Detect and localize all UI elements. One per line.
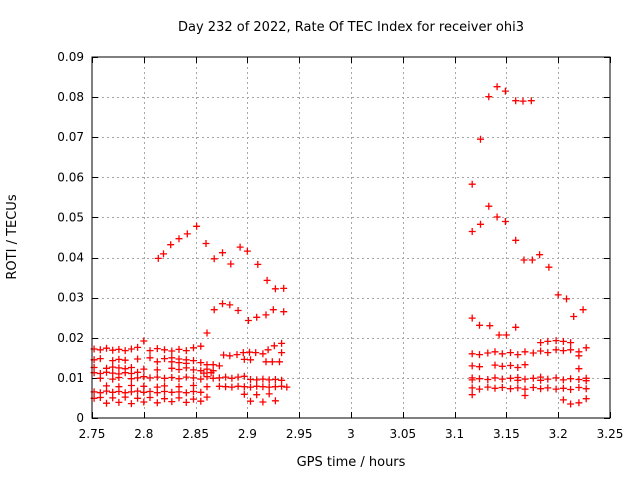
y-tick-label: 0.07 [57,130,84,144]
y-tick-label: 0.09 [57,50,84,64]
tick-labels: 2.75 2.8 2.85 2.9 2.95 3 3.05 3.1 3.15 3.2 3.25 0 0.… [57,50,623,441]
y-tick-label: 0.02 [57,331,84,345]
x-tick-label: 2.75 [79,427,106,441]
x-tick-label: 2.9 [238,427,257,441]
y-tick-label: 0.06 [57,170,84,184]
y-tick-label: 0.08 [57,90,84,104]
x-tick-label: 3.15 [493,427,520,441]
x-axis-label: GPS time / hours [297,455,406,470]
x-tick-label: 2.95 [286,427,313,441]
x-tick-label: 2.85 [182,427,209,441]
grid-path [92,57,610,418]
x-tick-label: 3.1 [445,427,464,441]
y-axis-label: ROTI / TECUs [5,194,20,279]
y-tick-label: 0.04 [57,251,84,265]
y-tick-label: 0.03 [57,291,84,305]
y-tick-label: 0.05 [57,210,84,224]
x-tick-label: 3 [347,427,355,441]
y-tick-label: 0 [76,411,84,425]
y-tick-label: 0.01 [57,371,84,385]
grid-lines [92,57,610,418]
plot-border [91,56,611,419]
x-tick-label: 3.05 [389,427,416,441]
x-tick-label: 3.25 [597,427,624,441]
x-tick-label: 2.8 [134,427,153,441]
chart-title: Day 232 of 2022, Rate Of TEC Index for r… [178,20,524,35]
scatter-points [90,83,590,408]
data-point-markers [90,83,590,408]
x-tick-label: 3.2 [549,427,568,441]
